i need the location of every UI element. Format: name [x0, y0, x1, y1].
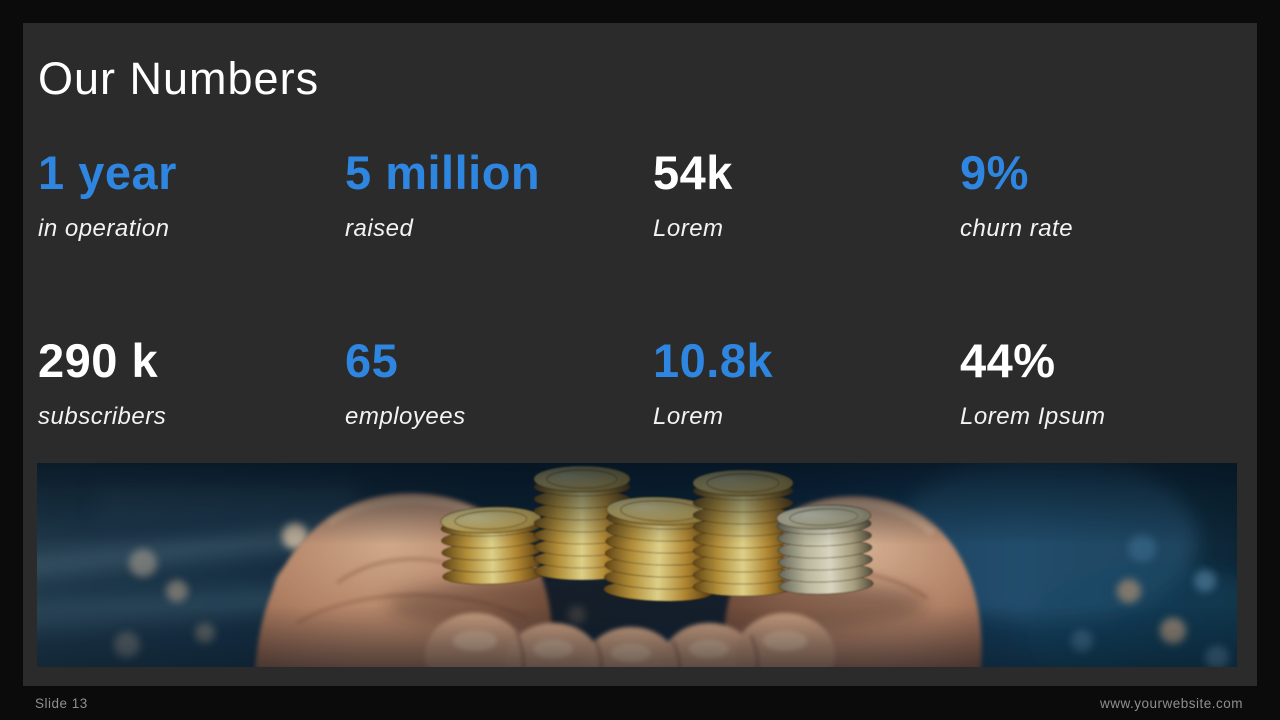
slide-footer: Slide 13 www.yourwebsite.com [0, 686, 1280, 720]
page-title: Our Numbers [38, 53, 320, 104]
stat-label: employees [345, 403, 466, 430]
hands-coins-photo [37, 463, 1237, 667]
stats-row-2: 290 k subscribers 65 employees 10.8k Lor… [38, 337, 1250, 431]
stat-label: churn rate [960, 215, 1074, 242]
stat-cell: 10.8k Lorem [653, 337, 960, 431]
stat-cell: 5 million raised [345, 149, 653, 243]
stat-value: 54k [653, 146, 733, 199]
stat-cell: 65 employees [345, 337, 653, 431]
hands-coins-photo-illustration [37, 463, 1237, 667]
stat-label: in operation [38, 215, 170, 242]
stat-value: 65 [345, 334, 399, 387]
stat-label: Lorem [653, 215, 724, 242]
slide-number: Slide 13 [35, 695, 88, 711]
stat-value: 5 million [345, 146, 541, 199]
slide-panel: Our Numbers 1 year in operation 5 millio… [23, 23, 1257, 686]
website-url: www.yourwebsite.com [1099, 695, 1243, 711]
stat-value: 290 k [38, 334, 159, 387]
stat-label: subscribers [38, 403, 167, 430]
stat-value: 44% [960, 334, 1056, 387]
stat-cell: 54k Lorem [653, 149, 960, 243]
stat-cell: 44% Lorem Ipsum [960, 337, 1250, 431]
stat-cell: 1 year in operation [38, 149, 345, 243]
stat-value: 9% [960, 146, 1029, 199]
stat-cell: 290 k subscribers [38, 337, 345, 431]
stat-label: Lorem Ipsum [960, 403, 1106, 430]
stat-cell: 9% churn rate [960, 149, 1250, 243]
stat-value: 10.8k [653, 334, 774, 387]
stat-label: Lorem [653, 403, 724, 430]
stat-label: raised [345, 215, 414, 242]
stat-value: 1 year [38, 146, 177, 199]
stats-row-1: 1 year in operation 5 million raised 54k… [38, 149, 1250, 243]
